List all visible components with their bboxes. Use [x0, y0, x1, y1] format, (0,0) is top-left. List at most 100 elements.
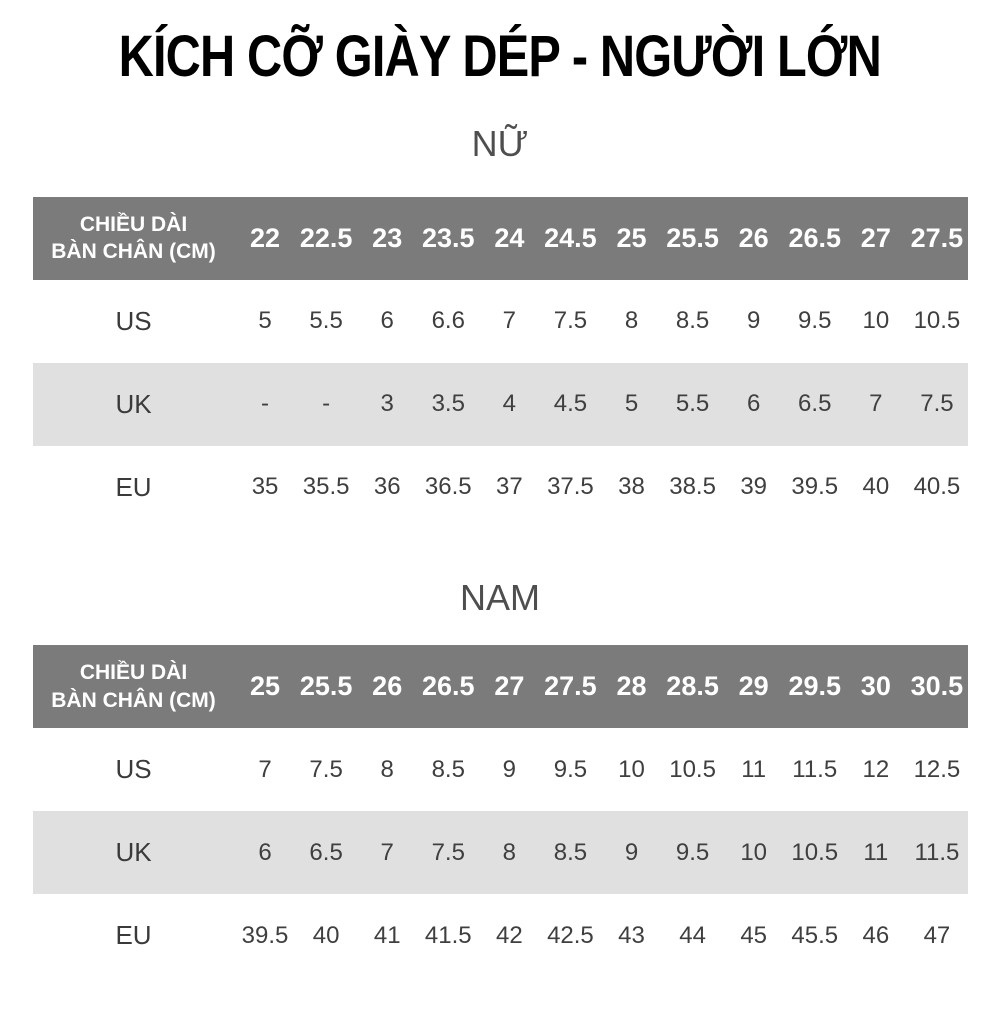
column-header-cell: 26.5 — [788, 222, 842, 253]
column-header-cell: 26.5 — [421, 671, 475, 702]
size-cell: 11.5 — [792, 755, 838, 783]
size-cell: 5.5 — [675, 390, 710, 418]
size-cell: 9 — [502, 755, 517, 783]
size-cell: 11 — [863, 838, 889, 866]
column-header-cell: 24 — [494, 222, 525, 253]
column-header-cell: 29 — [738, 671, 769, 702]
size-cell: 42 — [496, 921, 523, 949]
section-title-women: NỮ — [471, 122, 529, 164]
size-cell: 9.5 — [798, 307, 832, 335]
column-header-cell: 23.5 — [421, 222, 475, 253]
column-header-cell: 29.5 — [788, 671, 842, 702]
size-cell: 4.5 — [553, 390, 588, 418]
size-cell: 8.5 — [553, 838, 588, 866]
corner-header-cell: CHIỀU DÀI BÀN CHÂN (CM) — [33, 197, 235, 280]
size-cell: 8 — [502, 838, 517, 866]
column-header-cell: 26 — [738, 222, 769, 253]
column-header-cell: 27 — [860, 222, 891, 253]
size-table-men: CHIỀU DÀI BÀN CHÂN (CM) 25 25.5 26 26.5 27 27.5… — [32, 645, 968, 977]
size-cell: 8.5 — [675, 307, 710, 335]
size-cell: 3.5 — [431, 390, 465, 418]
table-row-us: US 7 7.5 8 8.5 9 9.5 10 10.5 11 11.5 12 12.5 — [33, 728, 968, 811]
table-row-uk: UK - - 3 3.5 4 4.5 5 5.5 6 6.5 7 7.5 — [32, 362, 968, 446]
column-header-cell: 27.5 — [544, 671, 597, 702]
size-cell: 41 — [373, 921, 401, 949]
size-cell: 7.5 — [553, 307, 588, 335]
header-row: CHIỀU DÀI BÀN CHÂN (CM) 22 22.5 23 23.5 24 24.5… — [32, 196, 968, 280]
size-cell: 40 — [862, 473, 890, 501]
size-cell: 9.5 — [553, 755, 588, 783]
size-cell: 9 — [624, 838, 639, 866]
row-label-cell: UK — [115, 837, 152, 868]
page-title-text: KÍCH CỠ GIÀY DÉP - NGƯỜI LỚN — [118, 24, 882, 89]
size-cell: 9.5 — [675, 838, 710, 866]
row-label-cell: US — [115, 305, 152, 336]
size-cell: 6.5 — [798, 390, 832, 418]
row-label-cell: UK — [115, 388, 152, 419]
table-row-eu: EU 35 35.5 36 36.5 37 37.5 38 38.5 39 39.5 40 40.5 — [33, 446, 968, 529]
size-cell: 44 — [679, 921, 706, 949]
size-cell: 8 — [624, 307, 639, 335]
size-cell: - — [261, 390, 270, 418]
size-cell: 10 — [862, 307, 890, 335]
size-cell: 6.6 — [431, 307, 465, 335]
column-header-cell: 25 — [616, 222, 647, 253]
size-cell: 37 — [496, 473, 523, 501]
size-cell: 40.5 — [913, 473, 961, 501]
corner-header-line: BÀN CHÂN (CM) — [51, 240, 216, 264]
size-cell: 37.5 — [547, 473, 594, 501]
table-row-uk: UK 6 6.5 7 7.5 8 8.5 9 9.5 10 10.5 11 11.5 — [32, 811, 968, 895]
size-cell: 5.5 — [309, 307, 343, 335]
size-cell: 10 — [618, 755, 645, 783]
page-title: KÍCH CỠ GIÀY DÉP - NGƯỜI LỚN — [0, 24, 1000, 91]
size-cell: 12.5 — [913, 755, 961, 783]
size-cell: 36 — [373, 473, 401, 501]
column-header-cell: 28 — [616, 671, 647, 702]
section-title-men: NAM — [460, 576, 540, 618]
size-cell: 6 — [258, 838, 272, 866]
size-cell: - — [322, 390, 331, 418]
column-header-cell: 23 — [372, 222, 403, 253]
size-cell: 10.5 — [669, 755, 716, 783]
section-men: NAM CHIỀU DÀI BÀN CHÂN (CM) 25 25.5 26 26.5 27 2… — [0, 576, 1000, 977]
row-label-cell: EU — [115, 920, 152, 951]
size-cell: 6 — [380, 307, 394, 335]
size-cell: 6 — [746, 390, 761, 418]
size-cell: 42.5 — [547, 921, 594, 949]
column-header-cell: 27.5 — [910, 222, 964, 253]
size-cell: 10 — [740, 838, 768, 866]
size-cell: 5 — [624, 390, 639, 418]
size-cell: 10.5 — [791, 838, 839, 866]
size-cell: 11.5 — [914, 838, 960, 866]
column-header-cell: 27 — [494, 671, 525, 702]
size-cell: 7.5 — [309, 755, 343, 783]
column-header-cell: 24.5 — [544, 222, 597, 253]
size-cell: 8.5 — [431, 755, 465, 783]
size-cell: 10.5 — [913, 307, 961, 335]
size-cell: 7 — [380, 838, 394, 866]
column-header-cell: 22.5 — [299, 222, 353, 253]
size-cell: 39 — [740, 473, 768, 501]
size-chart-sections: NỮ CHIỀU DÀI BÀN CHÂN (CM) 22 22.5 23 23.5 24 24… — [0, 122, 1000, 977]
column-header-cell: 30.5 — [910, 671, 964, 702]
row-label-cell: EU — [115, 471, 152, 502]
size-table-women: CHIỀU DÀI BÀN CHÂN (CM) 22 22.5 23 23.5 24 24.5… — [32, 196, 968, 529]
size-cell: 38.5 — [669, 473, 716, 501]
size-cell: 12 — [862, 755, 890, 783]
size-cell: 7.5 — [920, 390, 954, 418]
size-cell: 8 — [380, 755, 394, 783]
size-cell: 38 — [618, 473, 645, 501]
table-row-us: US 5 5.5 6 6.6 7 7.5 8 8.5 9 9.5 10 10.5 — [33, 280, 968, 363]
size-cell: 9 — [746, 307, 761, 335]
size-cell: 7.5 — [431, 838, 465, 866]
size-cell: 3 — [380, 390, 394, 418]
size-cell: 41.5 — [424, 921, 472, 949]
size-cell: 7 — [502, 307, 517, 335]
size-cell: 43 — [618, 921, 645, 949]
size-cell: 7 — [258, 755, 272, 783]
size-chart-page: KÍCH CỠ GIÀY DÉP - NGƯỜI LỚN NỮ CHIỀU DÀI… — [0, 24, 1000, 977]
row-label-cell: US — [115, 754, 152, 785]
section-women: NỮ CHIỀU DÀI BÀN CHÂN (CM) 22 22.5 23 23.5 24 24… — [0, 122, 1000, 529]
size-cell: 11 — [741, 755, 767, 783]
size-cell: 40 — [312, 921, 340, 949]
